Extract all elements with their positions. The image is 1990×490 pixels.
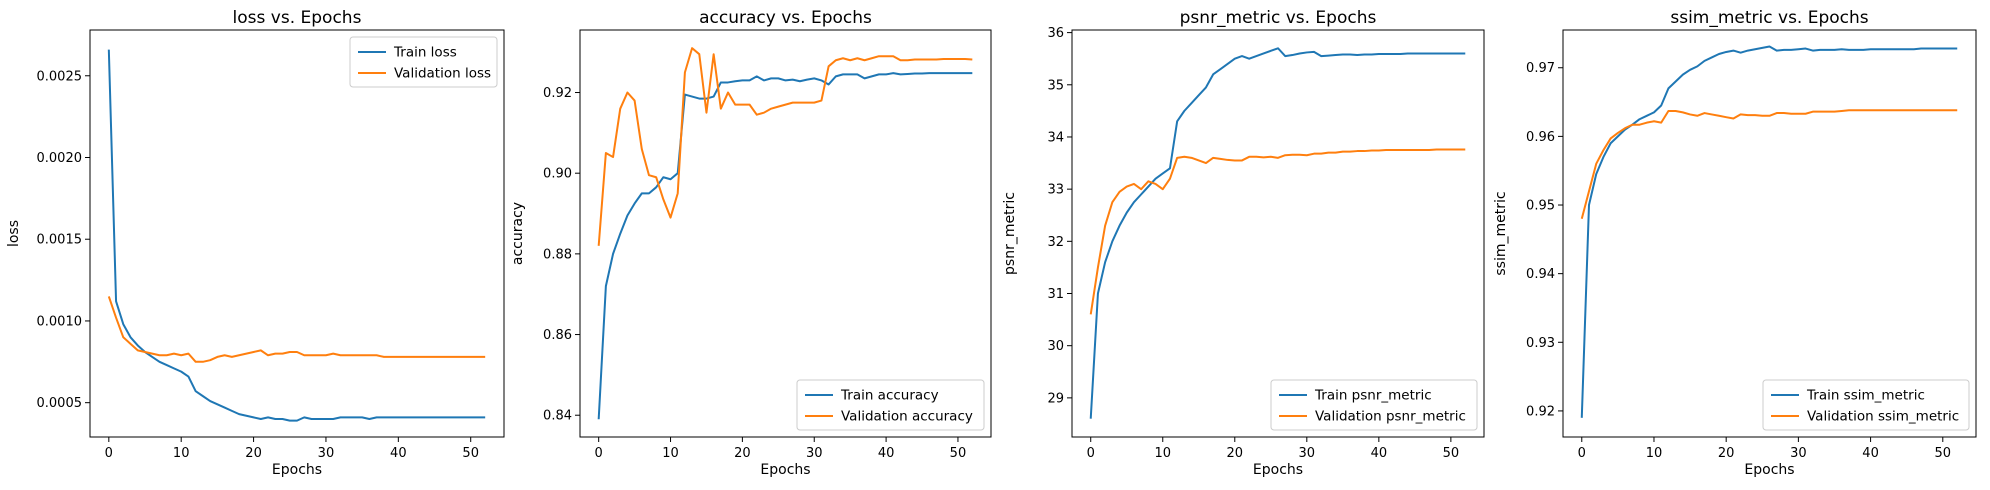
x-tick-label: 30 — [1299, 446, 1316, 461]
x-tick-label: 40 — [878, 446, 895, 461]
legend-entry: Train psnr_metric — [1314, 388, 1432, 404]
x-tick-label: 50 — [1935, 446, 1952, 461]
axes-frame — [89, 29, 505, 438]
series-line-1 — [107, 296, 486, 363]
legend-entry: Train loss — [393, 45, 457, 61]
legend-box — [1762, 379, 1970, 431]
x-axis-label: Epochs — [760, 462, 810, 478]
axes-frame — [579, 29, 992, 438]
chart-title: psnr_metric vs. Epochs — [1180, 8, 1377, 28]
y-tick-label: 0.84 — [543, 409, 572, 424]
series-line-1 — [1089, 148, 1466, 315]
chart-title: accuracy vs. Epochs — [699, 8, 872, 28]
x-tick-label: 0 — [105, 446, 113, 461]
legend: Train psnr_metric Validation psnr_metric — [1270, 379, 1478, 431]
x-tick-label: 10 — [1154, 446, 1171, 461]
y-tick-label: 0.95 — [1526, 199, 1555, 214]
axes-frame — [1562, 29, 1977, 438]
y-tick-label: 34 — [1047, 130, 1064, 145]
legend-entry: Train ssim_metric — [1806, 388, 1925, 404]
y-tick-label: 0.92 — [543, 86, 572, 101]
legend: Train loss Validation loss — [349, 36, 498, 88]
x-tick-label: 10 — [173, 446, 190, 461]
chart-title: ssim_metric vs. Epochs — [1670, 8, 1868, 28]
y-axis-label: ssim_metric — [1493, 191, 1509, 275]
x-tick-label: 10 — [1646, 446, 1663, 461]
y-tick-label: 0.92 — [1526, 404, 1555, 419]
legend-box — [1270, 379, 1478, 431]
y-tick-label: 30 — [1047, 339, 1064, 354]
legend-box — [796, 379, 985, 431]
x-tick-label: 40 — [1371, 446, 1388, 461]
x-tick-label: 50 — [1443, 446, 1460, 461]
legend-entry: Train accuracy — [840, 388, 939, 404]
y-tick-label: 0.97 — [1526, 61, 1555, 76]
x-tick-label: 30 — [806, 446, 823, 461]
x-tick-label: 0 — [595, 446, 603, 461]
y-tick-label: 0.0005 — [37, 396, 83, 411]
legend-entry: Validation ssim_metric — [1807, 409, 1959, 425]
y-tick-label: 32 — [1047, 235, 1064, 250]
series-line-1 — [1580, 109, 1958, 219]
y-tick-label: 0.0020 — [37, 151, 83, 166]
y-tick-label: 33 — [1047, 183, 1064, 198]
y-tick-label: 0.96 — [1526, 130, 1555, 145]
legend-entry: Validation loss — [394, 66, 491, 82]
x-tick-label: 20 — [1227, 446, 1244, 461]
y-axis-label: psnr_metric — [1002, 192, 1018, 275]
legend: Train ssim_metric Validation ssim_metric — [1762, 379, 1970, 431]
y-axis-label: loss — [6, 220, 22, 247]
legend-entry: Validation accuracy — [841, 409, 973, 425]
y-tick-label: 0.88 — [543, 247, 572, 262]
x-tick-label: 20 — [245, 446, 262, 461]
x-tick-label: 40 — [1862, 446, 1879, 461]
series-line-0 — [1580, 45, 1958, 418]
y-tick-label: 0.86 — [543, 328, 572, 343]
y-tick-label: 0.93 — [1526, 336, 1555, 351]
series-line-0 — [1089, 47, 1466, 419]
x-tick-label: 20 — [734, 446, 751, 461]
x-tick-label: 40 — [390, 446, 407, 461]
series-line-0 — [597, 72, 973, 420]
x-tick-label: 20 — [1718, 446, 1735, 461]
y-tick-label: 36 — [1047, 26, 1064, 41]
legend-entry: Validation psnr_metric — [1315, 409, 1466, 425]
chart-panel-1: accuracy vs. Epochs 0 10 20 30 40 50 0.84 0.86 0.… — [510, 8, 992, 478]
y-tick-label: 0.0010 — [37, 314, 83, 329]
x-axis-label: Epochs — [1744, 462, 1794, 478]
x-tick-label: 50 — [462, 446, 479, 461]
series-line-1 — [597, 47, 973, 246]
y-tick-label: 31 — [1047, 287, 1064, 302]
x-tick-label: 30 — [1790, 446, 1807, 461]
chart-panel-0: loss vs. Epochs 0 10 20 30 40 50 0.0005 0.0010 0.… — [6, 8, 505, 478]
legend-box — [349, 36, 498, 88]
chart-title: loss vs. Epochs — [233, 8, 362, 28]
y-axis-label: accuracy — [510, 202, 526, 265]
series-line-0 — [107, 49, 486, 422]
chart-panel-3: ssim_metric vs. Epochs 0 10 20 30 40 50 0.92 0.9… — [1493, 8, 1977, 478]
y-tick-label: 29 — [1047, 391, 1064, 406]
x-tick-label: 0 — [1087, 446, 1095, 461]
axes-frame — [1071, 29, 1485, 438]
x-tick-label: 10 — [662, 446, 679, 461]
x-axis-label: Epochs — [1253, 462, 1303, 478]
y-tick-label: 0.0015 — [37, 233, 83, 248]
y-tick-label: 35 — [1047, 78, 1064, 93]
x-tick-label: 30 — [318, 446, 335, 461]
legend: Train accuracy Validation accuracy — [796, 379, 985, 431]
x-axis-label: Epochs — [272, 462, 322, 478]
y-tick-label: 0.0025 — [37, 69, 83, 84]
x-tick-label: 0 — [1578, 446, 1586, 461]
y-tick-label: 0.90 — [543, 167, 572, 182]
y-tick-label: 0.94 — [1526, 267, 1555, 282]
x-tick-label: 50 — [950, 446, 967, 461]
chart-panel-2: psnr_metric vs. Epochs 0 10 20 30 40 50 29 30 31 3… — [1002, 8, 1485, 478]
